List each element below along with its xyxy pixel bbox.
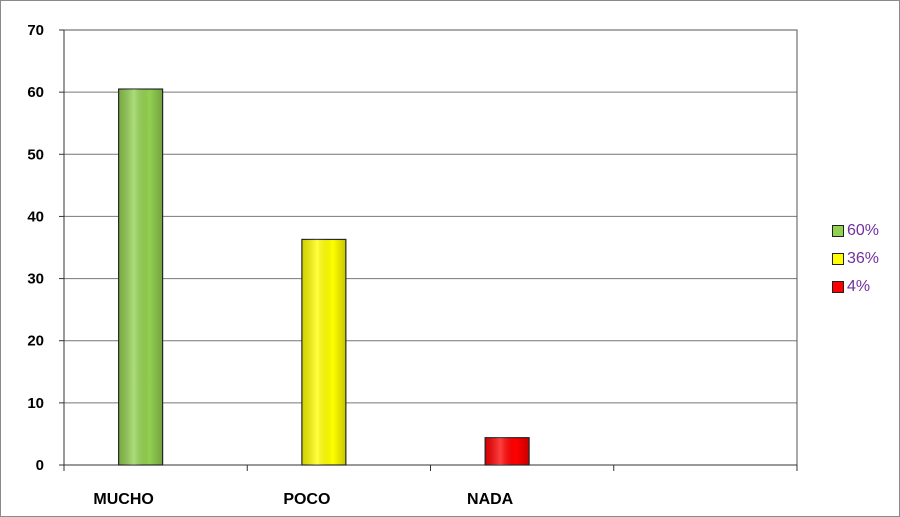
legend-swatch-1 xyxy=(832,253,844,265)
bar-poco xyxy=(301,238,347,466)
y-tick-label: 30 xyxy=(27,271,44,288)
legend-label-1: 36% xyxy=(847,250,880,267)
y-tick-label: 60 xyxy=(27,84,44,101)
y-tick-label: 0 xyxy=(36,457,44,474)
bar-shading xyxy=(118,89,163,466)
bar-shading xyxy=(485,437,530,465)
legend: 60% 36% 4% xyxy=(832,217,879,301)
legend-swatch-0 xyxy=(832,225,844,237)
tick-labels: 0 10 20 30 40 50 60 70 MUCHO POCO NADA xyxy=(27,22,513,508)
y-tick-label: 40 xyxy=(27,208,44,225)
x-tick-label: NADA xyxy=(467,491,514,508)
x-tick-label: MUCHO xyxy=(93,491,153,508)
y-tick-label: 50 xyxy=(27,146,44,163)
legend-swatch-2 xyxy=(832,281,844,293)
axes xyxy=(59,29,798,471)
bars xyxy=(118,88,530,466)
bar-shading xyxy=(301,239,346,465)
legend-label-2: 4% xyxy=(847,278,871,295)
bar-mucho xyxy=(118,88,164,466)
legend-item-2: 4% xyxy=(832,273,879,301)
legend-item-1: 36% xyxy=(832,245,879,273)
y-tick-label: 20 xyxy=(27,333,44,350)
y-tick-label: 10 xyxy=(27,395,44,412)
bar-nada xyxy=(484,437,530,466)
y-tick-label: 70 xyxy=(27,22,44,39)
plot-area xyxy=(63,29,798,466)
legend-item-0: 60% xyxy=(832,217,879,245)
x-tick-label: POCO xyxy=(283,491,330,508)
legend-label-0: 60% xyxy=(847,222,880,239)
gridlines xyxy=(64,29,797,404)
